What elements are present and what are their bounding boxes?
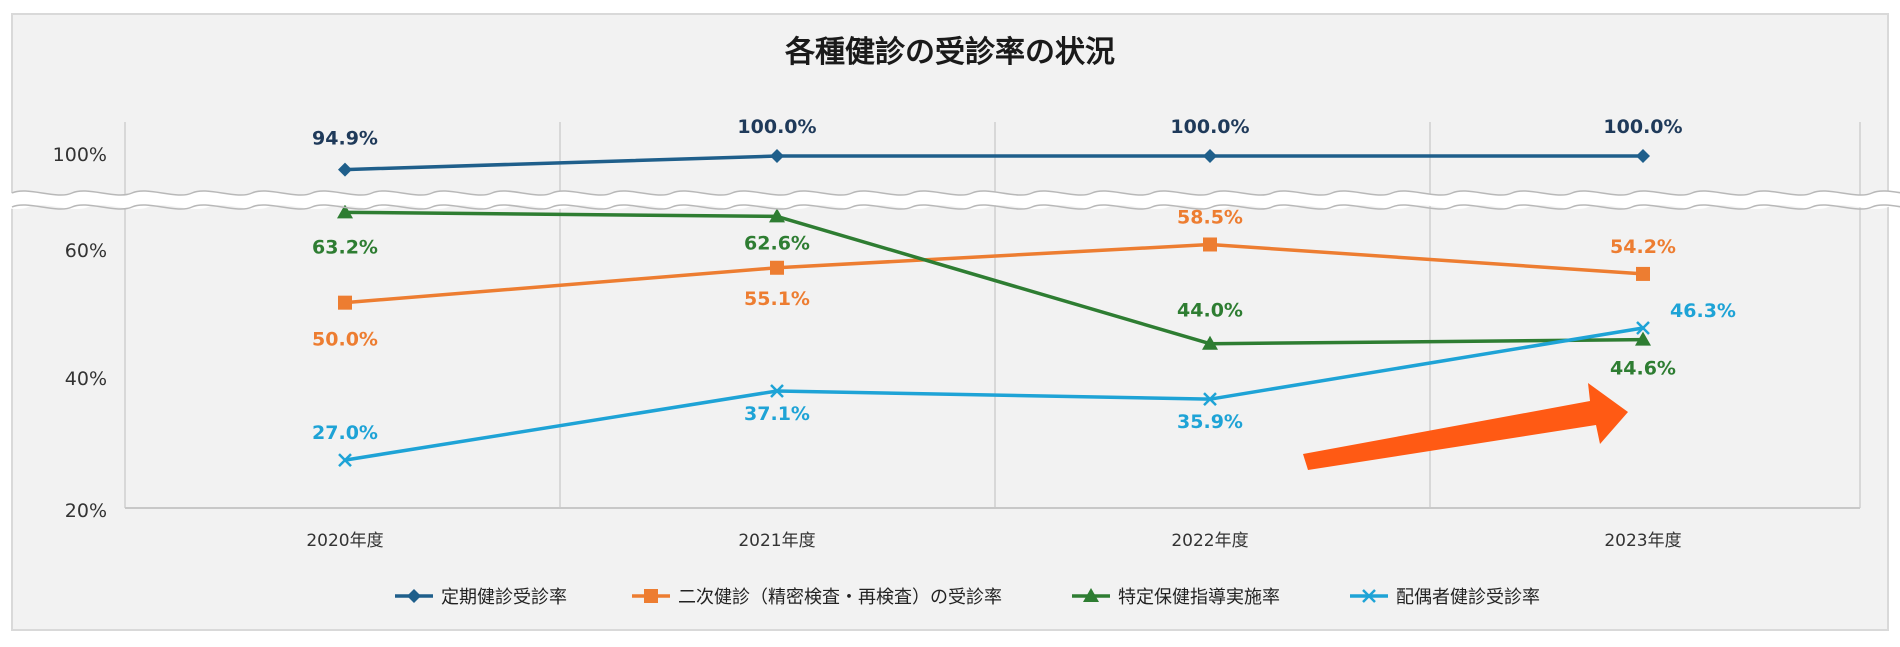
data-label: 100.0% <box>737 116 816 138</box>
data-label: 94.9% <box>312 128 378 150</box>
data-label: 100.0% <box>1170 116 1249 138</box>
x-tick-label: 2021年度 <box>738 531 815 551</box>
triangle-marker <box>769 208 785 223</box>
data-label: 62.6% <box>744 232 810 254</box>
triangle-marker <box>1202 335 1218 350</box>
data-label: 37.1% <box>744 403 810 425</box>
trend-arrow <box>1303 383 1628 470</box>
triangle-marker <box>337 204 353 219</box>
trend-arrow-shape <box>1303 383 1628 470</box>
data-label: 46.3% <box>1670 300 1736 322</box>
data-label: 27.0% <box>312 422 378 444</box>
data-label: 44.6% <box>1610 358 1676 380</box>
legend-label: 二次健診（精密検査・再検査）の受診率 <box>678 587 1002 608</box>
diamond-marker <box>770 149 784 163</box>
data-labels: 94.9% 100.0% 100.0% 100.0% 50.0% 55.1% 58.5% 54… <box>312 116 1736 444</box>
data-label: 100.0% <box>1603 116 1682 138</box>
square-marker <box>1636 266 1650 281</box>
data-label: 55.1% <box>744 288 810 310</box>
axis-break-band <box>0 190 1900 210</box>
y-tick-label: 100% <box>53 144 107 166</box>
x-tick-label: 2023年度 <box>1604 531 1681 551</box>
legend-triangle-marker <box>1083 588 1099 602</box>
series-markers <box>337 149 1651 467</box>
diamond-marker <box>338 162 352 177</box>
y-tick-label: 20% <box>65 500 107 522</box>
grid <box>124 122 1861 509</box>
legend-label: 配偶者健診受診率 <box>1396 587 1540 608</box>
y-tick-label: 40% <box>65 368 107 390</box>
data-label: 35.9% <box>1177 411 1243 433</box>
square-marker <box>1203 237 1217 252</box>
x-tick-label: 2022年度 <box>1171 531 1248 551</box>
data-label: 58.5% <box>1177 206 1243 228</box>
chart-frame <box>11 13 1889 631</box>
axis-break-line <box>11 204 1900 210</box>
legend: 定期健診受診率 二次健診（精密検査・再検査）の受診率 特定保健指導実施率 配偶者健診受… <box>395 587 1540 608</box>
legend-label: 定期健診受診率 <box>441 587 567 608</box>
x-marker <box>338 453 352 467</box>
series-line <box>344 210 1644 346</box>
diamond-marker <box>1636 149 1650 163</box>
square-marker <box>770 260 784 275</box>
x-tick-label: 2020年度 <box>306 531 383 551</box>
legend-square-marker <box>644 589 658 603</box>
series-line <box>344 326 1644 462</box>
x-marker <box>1203 392 1217 407</box>
data-label: 54.2% <box>1610 236 1676 258</box>
series-line <box>344 154 1643 172</box>
series-lines <box>344 154 1644 462</box>
square-marker <box>338 295 352 310</box>
data-label: 44.0% <box>1177 300 1243 322</box>
diamond-marker <box>1203 149 1217 163</box>
triangle-marker <box>1635 331 1651 346</box>
data-label: 63.2% <box>312 236 378 258</box>
axis-break <box>0 190 1900 210</box>
axis-break-line <box>11 190 1900 196</box>
series-line <box>344 242 1644 305</box>
x-marker <box>770 384 784 398</box>
y-tick-label: 60% <box>65 240 107 262</box>
legend-diamond-marker <box>407 589 421 603</box>
data-label: 50.0% <box>312 329 378 351</box>
y-tick-labels: 100% 60% 40% 20% <box>53 144 107 522</box>
chart-title: 各種健診の受診率の状況 <box>784 35 1115 70</box>
x-tick-labels: 2020年度 2021年度 2022年度 2023年度 <box>306 531 1681 551</box>
legend-x-marker <box>1362 589 1376 603</box>
x-marker <box>1636 321 1650 335</box>
legend-label: 特定保健指導実施率 <box>1118 587 1280 608</box>
